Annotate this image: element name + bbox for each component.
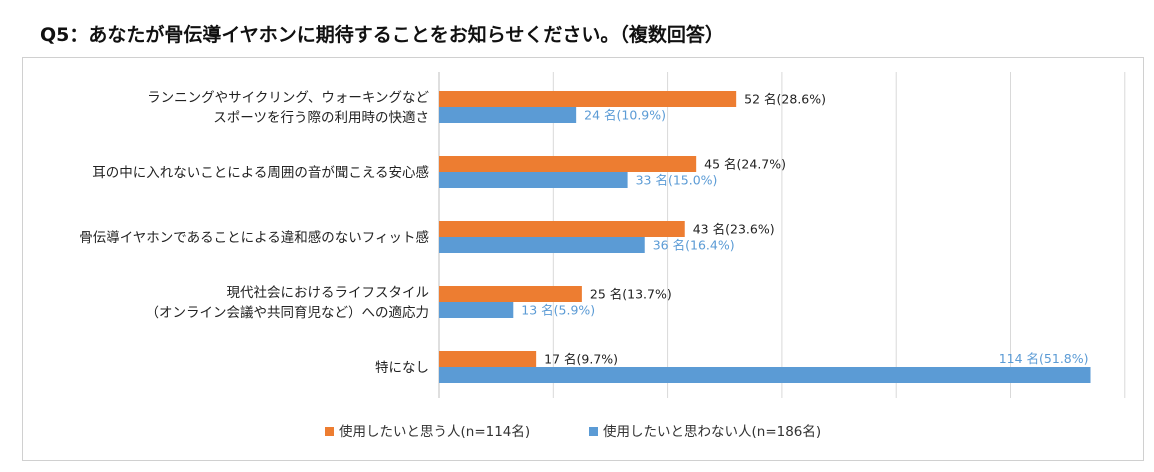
bar-series1 <box>439 351 537 367</box>
category-label: 現代社会におけるライフスタイル <box>227 285 430 301</box>
data-label-series1: 52 名(28.6%) <box>744 92 826 107</box>
data-label-series1: 45 名(24.7%) <box>704 157 786 172</box>
category-labels: ランニングやサイクリング、ウォーキングなどスポーツを行う際の利用時の快適さ耳の中… <box>79 90 429 376</box>
category-label: 特になし <box>375 360 429 376</box>
bar-series2 <box>439 302 514 318</box>
bar-series1 <box>439 91 737 107</box>
data-label-series2: 13 名(5.9%) <box>521 303 595 318</box>
data-label-series2: 24 名(10.9%) <box>584 108 666 123</box>
chart-frame: ランニングやサイクリング、ウォーキングなどスポーツを行う際の利用時の快適さ耳の中… <box>22 57 1144 461</box>
bar-series2 <box>439 107 577 123</box>
category-label: 耳の中に入れないことによる周囲の音が聞こえる安心感 <box>92 164 429 181</box>
data-labels: 52 名(28.6%) 24 名(10.9%) 45 名(24.7%)33 名(15… <box>521 92 1088 367</box>
category-label: スポーツを行う際の利用時の快適さ <box>213 109 429 126</box>
category-label: 骨伝導イヤホンであることによる違和感のないフィット感 <box>79 229 429 246</box>
page-title: Q5：あなたが骨伝導イヤホンに期待することをお知らせください。（複数回答） <box>40 24 724 46</box>
category-label: ランニングやサイクリング、ウォーキングなど <box>147 90 429 106</box>
bar-series2 <box>439 237 645 253</box>
bar-series1 <box>439 286 582 302</box>
legend-label-series2: 使用したいと思わない人(n=186名) <box>603 423 821 440</box>
legend: 使用したいと思う人(n=114名) 使用したいと思わない人(n=186名) <box>325 423 821 440</box>
data-label-series2: 36 名(16.4%) <box>653 238 735 253</box>
legend-swatch-series1 <box>325 427 334 436</box>
bar-series2 <box>439 367 1091 383</box>
bar-series2 <box>439 172 628 188</box>
data-label-series2: 114 名(51.8%) <box>999 351 1089 366</box>
data-label-series1: 25 名(13.7%) <box>590 287 672 302</box>
bar-series1 <box>439 156 697 172</box>
legend-label-series1: 使用したいと思う人(n=114名) <box>339 423 530 440</box>
bar-series1 <box>439 221 685 237</box>
category-label: （オンライン会議や共同育児など）への適応力 <box>146 304 430 321</box>
bars <box>439 91 1091 383</box>
legend-swatch-series2 <box>589 427 598 436</box>
data-label-series2: 33 名(15.0%) <box>636 173 718 188</box>
data-label-series1: 17 名(9.7%) <box>544 352 618 367</box>
bar-chart: ランニングやサイクリング、ウォーキングなどスポーツを行う際の利用時の快適さ耳の中… <box>79 72 1126 440</box>
data-label-series1: 43 名(23.6%) <box>693 222 775 237</box>
